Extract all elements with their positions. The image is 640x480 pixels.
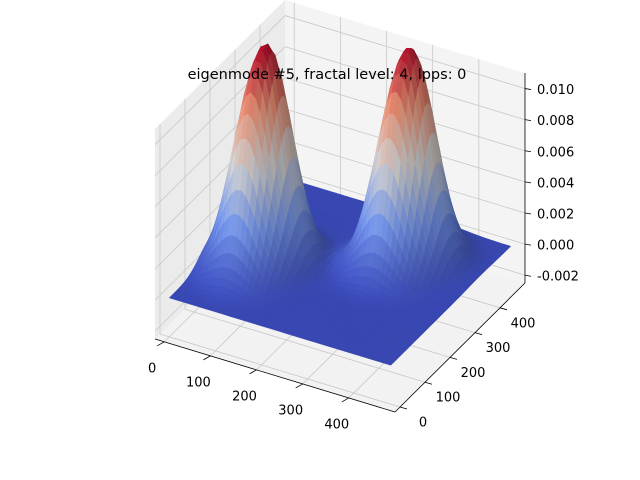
y-tick-mark	[399, 406, 408, 410]
y-tick-label: 0	[419, 416, 427, 431]
z-tick-mark	[524, 119, 532, 122]
y-tick-mark	[449, 357, 458, 360]
x-tick-mark	[157, 341, 165, 347]
surface-mesh	[168, 43, 512, 366]
x-tick-label: 100	[186, 375, 211, 390]
x-axis-line	[154, 338, 396, 413]
z-tick-mark	[524, 243, 532, 246]
grid-line	[159, 333, 401, 408]
axis-lines	[154, 73, 532, 413]
chart-title: eigenmode #5, fractal level: 4, lpps: 0	[188, 67, 467, 83]
y-tick-label: 200	[461, 366, 486, 381]
y-tick-label: 100	[436, 391, 461, 406]
z-tick-label: 0.010	[537, 83, 574, 98]
x-tick-label: 300	[278, 403, 303, 418]
z-tick-mark	[524, 88, 532, 90]
z-tick-label: -0.002	[537, 270, 579, 285]
y-tick-mark	[499, 307, 508, 311]
z-tick-mark	[524, 274, 532, 277]
z-tick-label: 0.006	[537, 145, 574, 160]
grid-line	[154, 15, 286, 145]
grid-line	[184, 308, 426, 383]
y-axis-line	[394, 282, 526, 413]
z-tick-label: 0.004	[537, 176, 574, 191]
z-tick-label: 0.008	[537, 114, 574, 129]
y-tick-mark	[474, 332, 483, 335]
x-tick-mark	[249, 369, 257, 375]
z-tick-mark	[524, 212, 532, 215]
y-tick-mark	[424, 381, 433, 385]
y-tick-label: 300	[486, 341, 511, 356]
surface-patch	[385, 361, 394, 366]
x-tick-label: 400	[324, 418, 349, 433]
x-tick-mark	[295, 383, 303, 389]
x-tick-label: 200	[232, 389, 257, 404]
z-tick-mark	[524, 150, 532, 153]
z-tick-mark	[524, 181, 532, 184]
z-tick-label: 0.000	[537, 239, 574, 254]
x-tick-label: 0	[148, 361, 156, 376]
x-tick-mark	[203, 355, 211, 361]
x-tick-mark	[341, 397, 350, 403]
y-tick-label: 400	[511, 316, 536, 331]
z-tick-label: 0.002	[537, 208, 574, 223]
